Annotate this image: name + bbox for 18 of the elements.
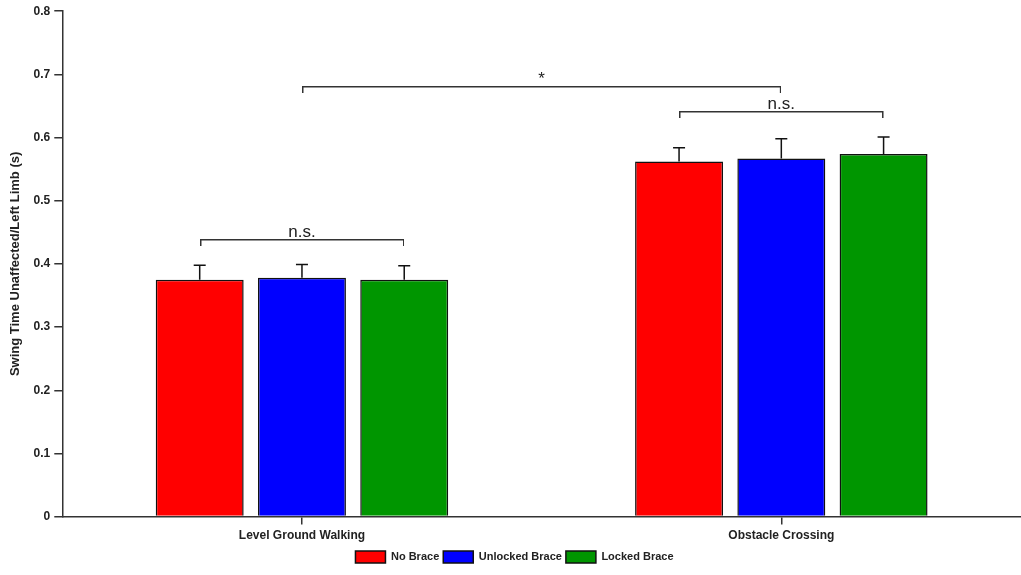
x-tick-label: Level Ground Walking [238, 528, 366, 543]
y-tick-label: 0.4 [33, 256, 51, 271]
y-tick-label: 0.3 [33, 319, 51, 334]
legend-label: No Brace [390, 550, 440, 563]
x-tick-label: Obstacle Crossing [728, 528, 835, 543]
annotation: n.s. [288, 221, 316, 241]
y-tick-label: 0.1 [33, 445, 51, 460]
y-tick-label: 0.6 [33, 129, 51, 144]
y-tick-label: 0 [43, 508, 51, 523]
y-axis-title: Swing Time Unaffected/Left Limb (s) [7, 151, 23, 377]
y-tick-label: 0.8 [33, 3, 51, 18]
y-tick-label: 0.2 [33, 382, 51, 397]
annotation: * [538, 68, 545, 88]
legend-label: Unlocked Brace [478, 550, 562, 563]
annotation: n.s. [767, 93, 796, 113]
y-tick-label: 0.5 [33, 193, 51, 208]
legend-label: Locked Brace [601, 550, 674, 563]
y-tick-label: 0.7 [33, 66, 51, 81]
